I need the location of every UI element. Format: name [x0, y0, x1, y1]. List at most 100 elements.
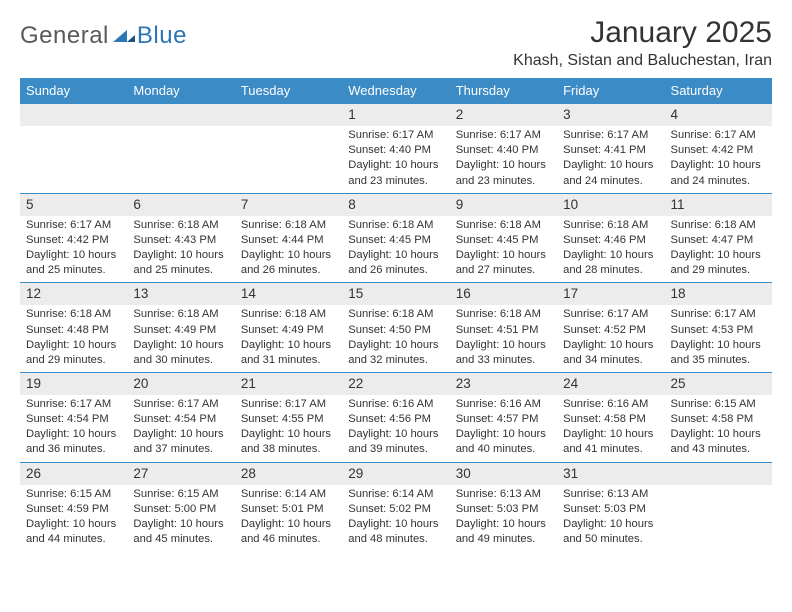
- day-number: 29: [342, 463, 449, 485]
- calendar-cell: [665, 462, 772, 552]
- weekday-header-row: SundayMondayTuesdayWednesdayThursdayFrid…: [20, 78, 772, 103]
- calendar-cell: 23Sunrise: 6:16 AMSunset: 4:57 PMDayligh…: [450, 372, 557, 462]
- calendar-cell: 29Sunrise: 6:14 AMSunset: 5:02 PMDayligh…: [342, 462, 449, 552]
- calendar-cell: 22Sunrise: 6:16 AMSunset: 4:56 PMDayligh…: [342, 372, 449, 462]
- calendar-cell: 21Sunrise: 6:17 AMSunset: 4:55 PMDayligh…: [235, 372, 342, 462]
- day-number: 19: [20, 373, 127, 395]
- day-body: Sunrise: 6:17 AMSunset: 4:40 PMDaylight:…: [450, 126, 557, 192]
- day-body: Sunrise: 6:13 AMSunset: 5:03 PMDaylight:…: [450, 485, 557, 551]
- calendar-cell: 6Sunrise: 6:18 AMSunset: 4:43 PMDaylight…: [127, 193, 234, 283]
- day-number: 23: [450, 373, 557, 395]
- title-block: January 2025 Khash, Sistan and Baluchest…: [513, 16, 772, 70]
- logo-mark-icon: [113, 24, 135, 47]
- calendar-cell: 28Sunrise: 6:14 AMSunset: 5:01 PMDayligh…: [235, 462, 342, 552]
- calendar-cell: 27Sunrise: 6:15 AMSunset: 5:00 PMDayligh…: [127, 462, 234, 552]
- day-number: 10: [557, 194, 664, 216]
- day-body: Sunrise: 6:17 AMSunset: 4:54 PMDaylight:…: [127, 395, 234, 461]
- day-number: 17: [557, 283, 664, 305]
- day-number: 26: [20, 463, 127, 485]
- calendar-cell: 20Sunrise: 6:17 AMSunset: 4:54 PMDayligh…: [127, 372, 234, 462]
- calendar-body: 1Sunrise: 6:17 AMSunset: 4:40 PMDaylight…: [20, 103, 772, 551]
- calendar-cell: 9Sunrise: 6:18 AMSunset: 4:45 PMDaylight…: [450, 193, 557, 283]
- day-body: Sunrise: 6:17 AMSunset: 4:55 PMDaylight:…: [235, 395, 342, 461]
- day-number: 14: [235, 283, 342, 305]
- day-body: Sunrise: 6:18 AMSunset: 4:46 PMDaylight:…: [557, 216, 664, 282]
- calendar-row: 5Sunrise: 6:17 AMSunset: 4:42 PMDaylight…: [20, 193, 772, 283]
- calendar-cell: 30Sunrise: 6:13 AMSunset: 5:03 PMDayligh…: [450, 462, 557, 552]
- calendar-cell: 4Sunrise: 6:17 AMSunset: 4:42 PMDaylight…: [665, 103, 772, 193]
- day-body: Sunrise: 6:18 AMSunset: 4:49 PMDaylight:…: [235, 305, 342, 371]
- day-number: 8: [342, 194, 449, 216]
- calendar-cell: 3Sunrise: 6:17 AMSunset: 4:41 PMDaylight…: [557, 103, 664, 193]
- day-number: 7: [235, 194, 342, 216]
- calendar-cell: 2Sunrise: 6:17 AMSunset: 4:40 PMDaylight…: [450, 103, 557, 193]
- logo: General Blue: [20, 22, 187, 50]
- calendar-cell: 1Sunrise: 6:17 AMSunset: 4:40 PMDaylight…: [342, 103, 449, 193]
- calendar-cell: 10Sunrise: 6:18 AMSunset: 4:46 PMDayligh…: [557, 193, 664, 283]
- day-body: Sunrise: 6:17 AMSunset: 4:41 PMDaylight:…: [557, 126, 664, 192]
- calendar-cell: 24Sunrise: 6:16 AMSunset: 4:58 PMDayligh…: [557, 372, 664, 462]
- day-body: [20, 126, 127, 132]
- calendar-cell: 18Sunrise: 6:17 AMSunset: 4:53 PMDayligh…: [665, 282, 772, 372]
- day-number: 4: [665, 104, 772, 126]
- day-number: 2: [450, 104, 557, 126]
- day-body: Sunrise: 6:16 AMSunset: 4:57 PMDaylight:…: [450, 395, 557, 461]
- day-body: Sunrise: 6:18 AMSunset: 4:50 PMDaylight:…: [342, 305, 449, 371]
- day-body: Sunrise: 6:17 AMSunset: 4:40 PMDaylight:…: [342, 126, 449, 192]
- calendar-cell: 16Sunrise: 6:18 AMSunset: 4:51 PMDayligh…: [450, 282, 557, 372]
- calendar-cell: 13Sunrise: 6:18 AMSunset: 4:49 PMDayligh…: [127, 282, 234, 372]
- calendar-table: SundayMondayTuesdayWednesdayThursdayFrid…: [20, 78, 772, 551]
- day-body: Sunrise: 6:17 AMSunset: 4:53 PMDaylight:…: [665, 305, 772, 371]
- calendar-row: 19Sunrise: 6:17 AMSunset: 4:54 PMDayligh…: [20, 372, 772, 462]
- weekday-header: Sunday: [20, 78, 127, 103]
- day-number: 13: [127, 283, 234, 305]
- day-body: Sunrise: 6:15 AMSunset: 5:00 PMDaylight:…: [127, 485, 234, 551]
- page-title: January 2025: [513, 16, 772, 50]
- header: General Blue January 2025 Khash, Sistan …: [20, 16, 772, 70]
- calendar-cell: 26Sunrise: 6:15 AMSunset: 4:59 PMDayligh…: [20, 462, 127, 552]
- day-number: 30: [450, 463, 557, 485]
- calendar-cell: 7Sunrise: 6:18 AMSunset: 4:44 PMDaylight…: [235, 193, 342, 283]
- day-body: Sunrise: 6:18 AMSunset: 4:43 PMDaylight:…: [127, 216, 234, 282]
- day-body: Sunrise: 6:14 AMSunset: 5:02 PMDaylight:…: [342, 485, 449, 551]
- calendar-row: 26Sunrise: 6:15 AMSunset: 4:59 PMDayligh…: [20, 462, 772, 552]
- day-body: Sunrise: 6:17 AMSunset: 4:42 PMDaylight:…: [665, 126, 772, 192]
- day-number: 24: [557, 373, 664, 395]
- calendar-cell: 19Sunrise: 6:17 AMSunset: 4:54 PMDayligh…: [20, 372, 127, 462]
- day-number: 22: [342, 373, 449, 395]
- calendar-cell: 25Sunrise: 6:15 AMSunset: 4:58 PMDayligh…: [665, 372, 772, 462]
- day-body: [127, 126, 234, 132]
- calendar-cell: 14Sunrise: 6:18 AMSunset: 4:49 PMDayligh…: [235, 282, 342, 372]
- day-number: 31: [557, 463, 664, 485]
- weekday-header: Saturday: [665, 78, 772, 103]
- day-body: Sunrise: 6:18 AMSunset: 4:44 PMDaylight:…: [235, 216, 342, 282]
- day-body: Sunrise: 6:17 AMSunset: 4:52 PMDaylight:…: [557, 305, 664, 371]
- day-number: 25: [665, 373, 772, 395]
- day-body: Sunrise: 6:15 AMSunset: 4:58 PMDaylight:…: [665, 395, 772, 461]
- day-number: 5: [20, 194, 127, 216]
- calendar-cell: [235, 103, 342, 193]
- calendar-cell: 31Sunrise: 6:13 AMSunset: 5:03 PMDayligh…: [557, 462, 664, 552]
- day-body: Sunrise: 6:18 AMSunset: 4:49 PMDaylight:…: [127, 305, 234, 371]
- calendar-cell: 15Sunrise: 6:18 AMSunset: 4:50 PMDayligh…: [342, 282, 449, 372]
- day-number: 21: [235, 373, 342, 395]
- day-number: 3: [557, 104, 664, 126]
- weekday-header: Friday: [557, 78, 664, 103]
- day-body: Sunrise: 6:16 AMSunset: 4:56 PMDaylight:…: [342, 395, 449, 461]
- day-number: 28: [235, 463, 342, 485]
- day-body: Sunrise: 6:13 AMSunset: 5:03 PMDaylight:…: [557, 485, 664, 551]
- day-number: 20: [127, 373, 234, 395]
- calendar-cell: 8Sunrise: 6:18 AMSunset: 4:45 PMDaylight…: [342, 193, 449, 283]
- day-body: Sunrise: 6:14 AMSunset: 5:01 PMDaylight:…: [235, 485, 342, 551]
- weekday-header: Monday: [127, 78, 234, 103]
- day-body: Sunrise: 6:17 AMSunset: 4:54 PMDaylight:…: [20, 395, 127, 461]
- day-number: 27: [127, 463, 234, 485]
- day-body: Sunrise: 6:18 AMSunset: 4:45 PMDaylight:…: [450, 216, 557, 282]
- day-number: 12: [20, 283, 127, 305]
- calendar-cell: 12Sunrise: 6:18 AMSunset: 4:48 PMDayligh…: [20, 282, 127, 372]
- weekday-header: Tuesday: [235, 78, 342, 103]
- calendar-cell: [127, 103, 234, 193]
- day-body: Sunrise: 6:16 AMSunset: 4:58 PMDaylight:…: [557, 395, 664, 461]
- calendar-cell: 17Sunrise: 6:17 AMSunset: 4:52 PMDayligh…: [557, 282, 664, 372]
- logo-text-general: General: [20, 22, 109, 50]
